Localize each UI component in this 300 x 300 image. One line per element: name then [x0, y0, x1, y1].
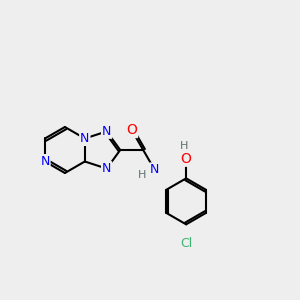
Text: N: N — [102, 125, 111, 138]
Text: N: N — [102, 162, 111, 175]
Text: H: H — [180, 141, 188, 151]
Text: O: O — [181, 152, 192, 166]
Text: H: H — [138, 170, 146, 180]
Text: N: N — [150, 164, 159, 176]
Text: N: N — [80, 132, 89, 145]
Text: Cl: Cl — [180, 237, 192, 250]
Text: O: O — [126, 123, 137, 137]
Text: N: N — [40, 155, 50, 168]
